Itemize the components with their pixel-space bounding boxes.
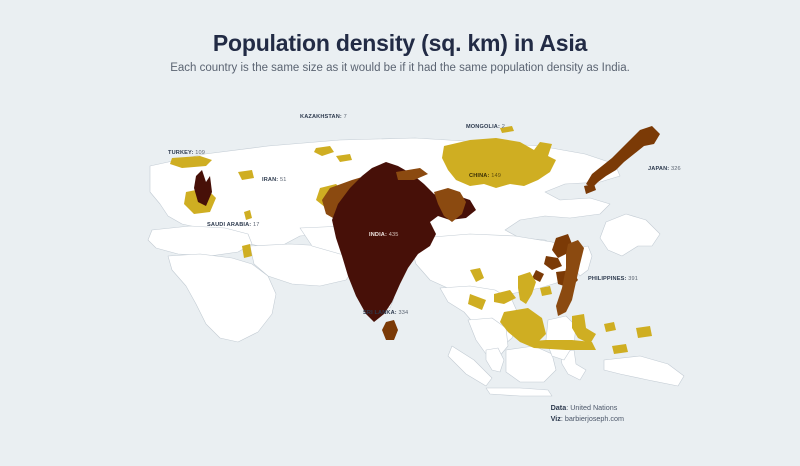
shape-levant [194, 170, 212, 206]
shape-bangladesh [434, 188, 466, 222]
shape-kazakhstan [314, 146, 334, 156]
shape-yemen-oman [242, 244, 252, 258]
shape-japan [586, 126, 660, 188]
land-sulawesi [559, 349, 587, 381]
shape-maluku [604, 322, 616, 332]
shape-mongolia [500, 126, 514, 133]
shape-gulf-states [244, 210, 252, 220]
page-title: Population density (sq. km) in Asia [212, 30, 588, 56]
credits-viz-line: Viz: barbierjoseph.com [551, 413, 624, 424]
shape-sri-lanka [382, 320, 398, 340]
shape-japan-south [584, 184, 596, 194]
shape-myanmar [470, 268, 484, 282]
shape-indonesia-borneo [500, 308, 546, 344]
asia-map-svg [147, 126, 685, 397]
credits-viz-value: : barbierjoseph.com [560, 414, 624, 423]
land-arabia [167, 253, 277, 343]
shape-philippines-visayas [544, 256, 562, 270]
land-borneo [505, 345, 557, 383]
shape-vietnam [556, 240, 584, 316]
credits-data-value: : United Nations [566, 403, 618, 412]
shape-philippines-palawan [532, 270, 544, 282]
shape-china [442, 138, 556, 188]
shape-java-density [520, 340, 596, 350]
land-japan-base [599, 213, 661, 257]
shape-uzbekistan [336, 154, 352, 162]
credits-data-label: Data [550, 403, 567, 412]
shape-sulawesi-density [572, 314, 596, 344]
land-turkey-region [147, 225, 253, 257]
shape-cambodia [540, 286, 552, 296]
shape-timor [612, 344, 628, 354]
shape-nepal [396, 168, 428, 180]
land-new-guinea [603, 355, 685, 387]
density-shapes-layer [170, 126, 660, 354]
shape-turkey [170, 156, 212, 168]
shape-indonesia-west [494, 290, 516, 304]
shape-thailand [518, 272, 536, 304]
land-malay [485, 347, 505, 373]
shape-iraq [238, 170, 254, 180]
land-sumatra [447, 345, 493, 387]
shape-sumatra-density [468, 294, 486, 310]
credits-block: Data: United Nations Viz: barbierjoseph.… [551, 402, 624, 424]
page-subtitle: Each country is the same size as it woul… [170, 62, 630, 74]
credits-viz-label: Viz [550, 414, 561, 423]
map-canvas [0, 88, 800, 398]
land-java [485, 387, 553, 397]
credits-data-line: Data: United Nations [551, 402, 624, 413]
shape-papua-west [636, 326, 652, 338]
